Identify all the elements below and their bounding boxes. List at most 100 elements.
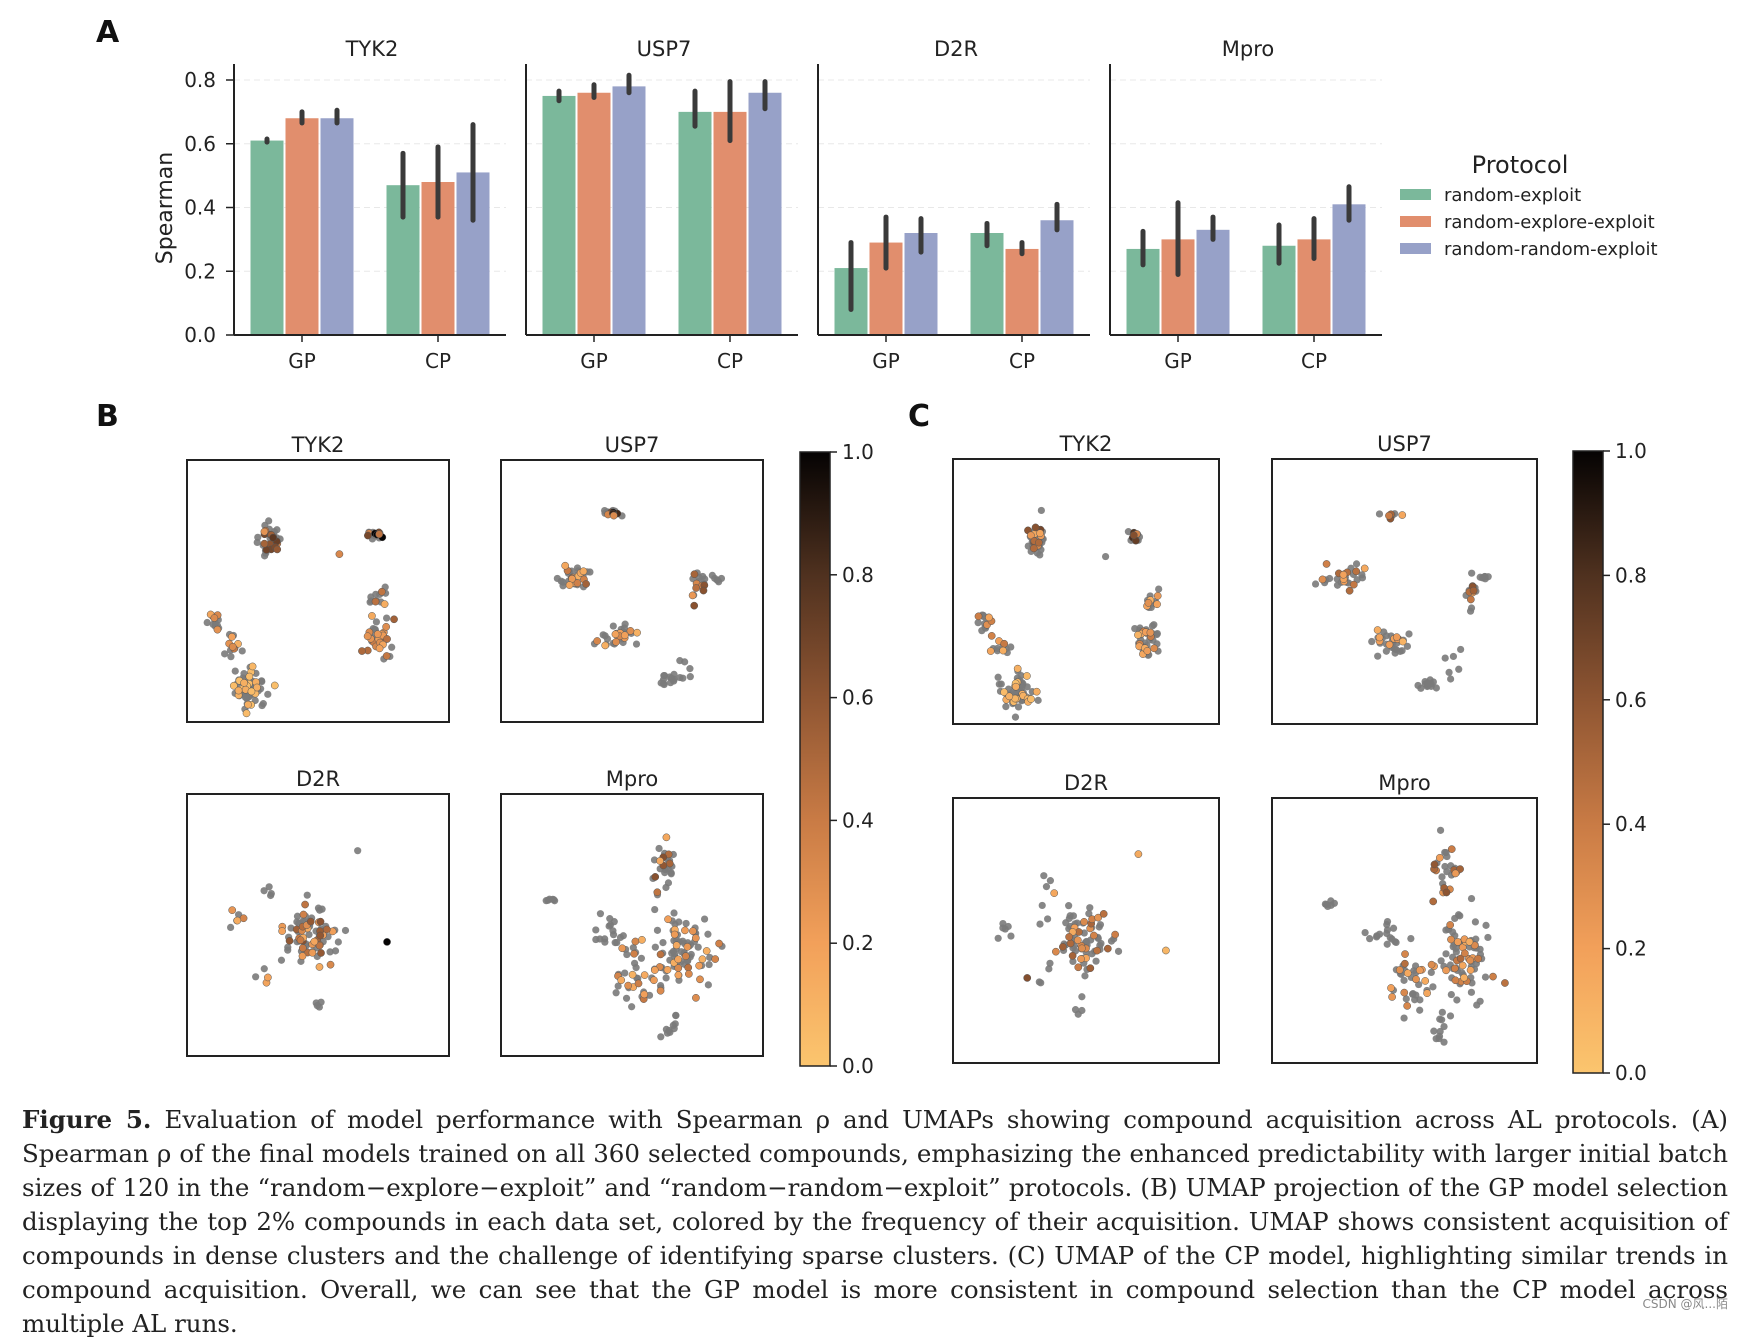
umap-point: [1391, 649, 1399, 657]
colorbar-tick-label: 0.0: [1615, 1061, 1647, 1085]
umap-title: USP7: [1377, 432, 1432, 456]
umap-point-acquired: [681, 952, 690, 961]
umap-point-acquired: [999, 646, 1007, 655]
umap-point: [672, 1012, 680, 1020]
x-tick-label: GP: [580, 349, 608, 373]
umap-point: [227, 923, 235, 932]
umap-point: [1441, 654, 1449, 662]
umap-point-acquired: [390, 615, 398, 624]
umap-point: [596, 910, 605, 918]
colorbar-tick-label: 0.6: [842, 686, 874, 710]
umap-point: [1409, 990, 1417, 998]
umap-tyk2: TYK2: [952, 432, 1220, 725]
umap-point: [1326, 574, 1334, 583]
umap-point-acquired: [1086, 964, 1095, 973]
umap-point: [1421, 677, 1429, 686]
bar-random-explore-exploit: [1005, 248, 1039, 335]
umap-point: [1086, 904, 1094, 912]
umap-point-acquired: [273, 545, 282, 554]
colorbar: 0.0 0.2 0.4 0.6 0.8 1.0: [1572, 439, 1647, 1085]
umap-point-acquired: [691, 934, 700, 942]
umap-point-acquired: [582, 580, 590, 588]
umap-point: [553, 574, 561, 583]
bar-random-explore-exploit: [577, 92, 611, 335]
umap-point-acquired: [1012, 682, 1020, 691]
umap-point: [1380, 628, 1388, 636]
umap-point-acquired: [247, 687, 256, 696]
colorbar-tick-label: 0.4: [1615, 812, 1647, 836]
umap-point: [1400, 1014, 1408, 1022]
umap-point-acquired: [1451, 869, 1460, 878]
umap-point: [549, 895, 557, 903]
figure-caption: Figure 5. Evaluation of model performanc…: [22, 1103, 1728, 1341]
umap-point-acquired: [1373, 626, 1382, 634]
umap-point: [238, 647, 246, 655]
umap-point: [284, 946, 292, 954]
umap-point: [1042, 883, 1051, 891]
umap-point: [1069, 957, 1077, 966]
umap-point: [670, 670, 678, 678]
umap-point-acquired: [1050, 889, 1059, 897]
umap-point-acquired: [316, 931, 325, 940]
panel-label-a: A: [96, 15, 120, 50]
umap-point-acquired: [1421, 977, 1430, 985]
legend-title: Protocol: [1472, 151, 1569, 179]
umap-point: [1358, 571, 1366, 579]
watermark: CSDN @风...陌: [1642, 1297, 1728, 1311]
x-tick-label: CP: [1301, 349, 1327, 373]
umap-frame: [500, 793, 764, 1057]
umap-point: [1383, 926, 1392, 934]
umap-point: [326, 948, 334, 956]
umap-point: [622, 994, 631, 1002]
umap-title: D2R: [1064, 771, 1108, 795]
umap-point-acquired: [609, 511, 618, 520]
umap-point-acquired: [573, 579, 582, 587]
umap-point: [1411, 996, 1419, 1004]
umap-point: [1066, 912, 1074, 920]
umap-point: [613, 938, 621, 947]
umap-point-acquired: [985, 613, 993, 622]
umap-point-acquired: [1469, 586, 1478, 595]
umap-point: [596, 935, 604, 943]
colorbar-tick-label: 1.0: [842, 440, 874, 464]
umap-point: [1457, 645, 1465, 654]
umap-point-acquired: [368, 612, 376, 620]
umap-point-acquired: [375, 530, 384, 539]
panel-c: TYK2 USP7 D2R Mpro 0.0 0.2 0.4 0.6 0.8 1.0: [952, 432, 1647, 1085]
umap-point-acquired: [1423, 989, 1431, 998]
umap-point-acquired: [974, 612, 983, 621]
panel-labels: A B C: [96, 15, 930, 434]
umap-point-acquired: [317, 949, 325, 957]
umap-point-acquired: [371, 597, 380, 606]
umap-point-acquired: [1415, 966, 1424, 975]
colorbar-tick-label: 0.2: [842, 931, 874, 955]
umap-point-acquired: [1322, 560, 1331, 568]
umap-point-acquired: [240, 679, 248, 687]
umap-point: [1482, 921, 1490, 929]
umap-point: [1471, 918, 1480, 926]
caption-text: Evaluation of model performance with Spe…: [22, 1105, 1728, 1338]
umap-point: [1352, 560, 1361, 568]
umap-point: [1403, 642, 1411, 650]
x-tick-label: GP: [1164, 349, 1192, 373]
umap-point-acquired: [1093, 946, 1101, 955]
umap-point-acquired: [301, 900, 309, 909]
legend-label: random-random-exploit: [1444, 239, 1658, 260]
umap-point: [1046, 959, 1054, 967]
umap-point: [612, 989, 620, 997]
umap-point: [1484, 933, 1492, 942]
umap-point-acquired: [1398, 637, 1407, 646]
umap-point-acquired: [1401, 950, 1409, 958]
umap-point-acquired: [253, 683, 261, 692]
umap-point: [606, 915, 614, 923]
umap-point-acquired: [692, 994, 700, 1002]
umap-point: [1432, 1035, 1440, 1043]
umap-point: [1383, 917, 1392, 926]
umap-point-acquired: [593, 637, 602, 645]
umap-point-acquired: [244, 700, 252, 709]
bar-random-explore-exploit: [285, 118, 319, 335]
umap-point-acquired: [1153, 592, 1162, 600]
umap-point: [1427, 680, 1435, 688]
umap-point: [264, 690, 272, 698]
